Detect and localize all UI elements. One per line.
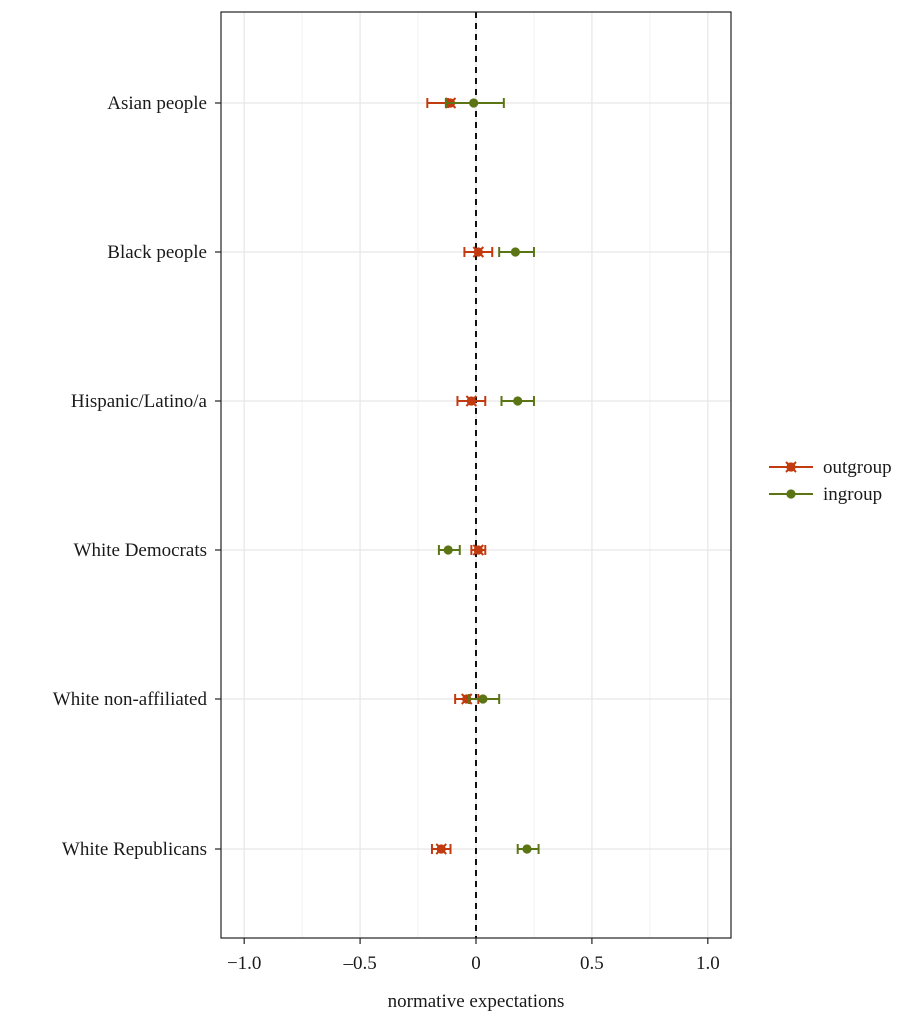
outgroup-point-cross (465, 395, 478, 407)
category-label: White Republicans (62, 839, 207, 860)
legend-item-outgroup: outgroup (769, 457, 892, 478)
category-label: White Democrats (74, 540, 207, 561)
category-label: Black people (107, 242, 207, 263)
category-label: Hispanic/Latino/a (71, 391, 208, 412)
x-tick-label: 0 (471, 953, 481, 974)
ingroup-point (478, 694, 488, 704)
outgroup-point-cross (472, 544, 485, 556)
legend-label: outgroup (823, 457, 892, 478)
ingroup-point (443, 545, 453, 555)
category-label: White non-affiliated (53, 689, 208, 710)
outgroup-point-cross (435, 843, 447, 855)
ingroup-point (510, 247, 521, 257)
outgroup-point-cross (472, 246, 485, 258)
outgroup-point-cross (461, 693, 473, 705)
x-tick-label: 1.0 (696, 953, 720, 974)
category-label: Asian people (107, 93, 207, 114)
ingroup-series (437, 98, 540, 854)
ingroup-point (513, 396, 523, 406)
x-tick-label: −1.0 (227, 953, 261, 974)
data-layer (426, 97, 540, 855)
outgroup-point-cross (785, 461, 797, 473)
x-tick-label: –0.5 (342, 953, 376, 974)
x-axis-title: normative expectations (388, 991, 565, 1011)
ingroup-point (469, 98, 479, 108)
ingroup-point (522, 844, 532, 854)
outgroup-series (426, 97, 494, 855)
x-tick-label: 0.5 (580, 953, 604, 974)
legend-item-ingroup: ingroup (769, 484, 882, 505)
ingroup-point (786, 489, 796, 499)
axis-layer: −1.0 –0.5 0 0.5 1.0 Asian people Black people H… (53, 93, 720, 974)
legend: outgroup ingroup (769, 457, 892, 505)
legend-label: ingroup (823, 484, 882, 505)
